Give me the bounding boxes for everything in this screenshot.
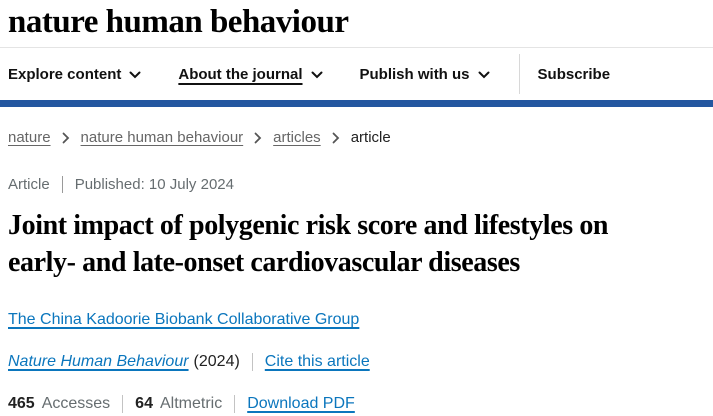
article-title-line-2: early- and late-onset cardiovascular dis… xyxy=(8,247,520,278)
authors-row: The China Kadoorie Biobank Collaborative… xyxy=(8,311,705,329)
article-title: Joint impact of polygenic risk score and… xyxy=(8,207,705,281)
divider xyxy=(122,395,124,413)
nav-publish-with-us-label: Publish with us xyxy=(359,65,470,83)
nav-explore-content[interactable]: Explore content xyxy=(8,66,141,83)
published-date: Published: 10 July 2024 xyxy=(74,176,234,193)
divider xyxy=(251,353,253,371)
article-type-label: Article xyxy=(8,176,50,193)
nav-publish-with-us[interactable]: Publish with us xyxy=(360,66,490,83)
journal-name-link[interactable]: Nature Human Behaviour xyxy=(8,353,189,370)
breadcrumb-link-nature[interactable]: nature xyxy=(8,129,51,146)
breadcrumb-current-article: article xyxy=(350,129,391,146)
main-nav: Explore content About the journal Publis… xyxy=(0,48,713,100)
nav-about-the-journal[interactable]: About the journal xyxy=(178,65,323,83)
divider xyxy=(61,176,63,193)
chevron-right-icon xyxy=(332,132,340,144)
nav-explore-content-label: Explore content xyxy=(8,65,122,83)
altmetric-count: 64 xyxy=(135,395,153,412)
chevron-down-icon xyxy=(478,71,490,79)
article-title-line-1: Joint impact of polygenic risk score and… xyxy=(8,210,609,241)
accesses-label: Accesses xyxy=(41,395,111,412)
nav-subscribe[interactable]: Subscribe xyxy=(538,66,611,83)
altmetric-label: Altmetric xyxy=(159,395,223,412)
nav-about-the-journal-label: About the journal xyxy=(178,65,303,83)
cite-this-article-link[interactable]: Cite this article xyxy=(264,353,370,370)
download-pdf-link[interactable]: Download PDF xyxy=(247,395,355,412)
breadcrumb-link-journal[interactable]: nature human behaviour xyxy=(80,129,244,146)
article-header: Article Published: 10 July 2024 Joint im… xyxy=(0,146,713,413)
chevron-right-icon xyxy=(254,132,262,144)
citation-row: Nature Human Behaviour (2024) Cite this … xyxy=(8,353,705,371)
chevron-down-icon xyxy=(129,71,141,79)
publication-year: (2024) xyxy=(193,353,240,370)
author-group-link[interactable]: The China Kadoorie Biobank Collaborative… xyxy=(8,311,360,328)
journal-logo[interactable]: nature human behaviour xyxy=(8,4,349,40)
chevron-down-icon xyxy=(311,71,323,79)
masthead: nature human behaviour xyxy=(0,0,713,48)
chevron-right-icon xyxy=(62,132,70,144)
article-meta-row: Article Published: 10 July 2024 xyxy=(8,176,705,193)
accesses-count: 465 xyxy=(8,395,35,412)
brand-color-bar xyxy=(0,100,713,107)
nav-subscribe-label: Subscribe xyxy=(537,65,611,83)
metrics-row: 465 Accesses 64 Altmetric Download PDF xyxy=(8,395,705,413)
nav-divider xyxy=(518,54,520,94)
breadcrumb-link-articles[interactable]: articles xyxy=(273,129,321,146)
divider xyxy=(234,395,236,413)
breadcrumb: nature nature human behaviour articles a… xyxy=(0,107,713,146)
